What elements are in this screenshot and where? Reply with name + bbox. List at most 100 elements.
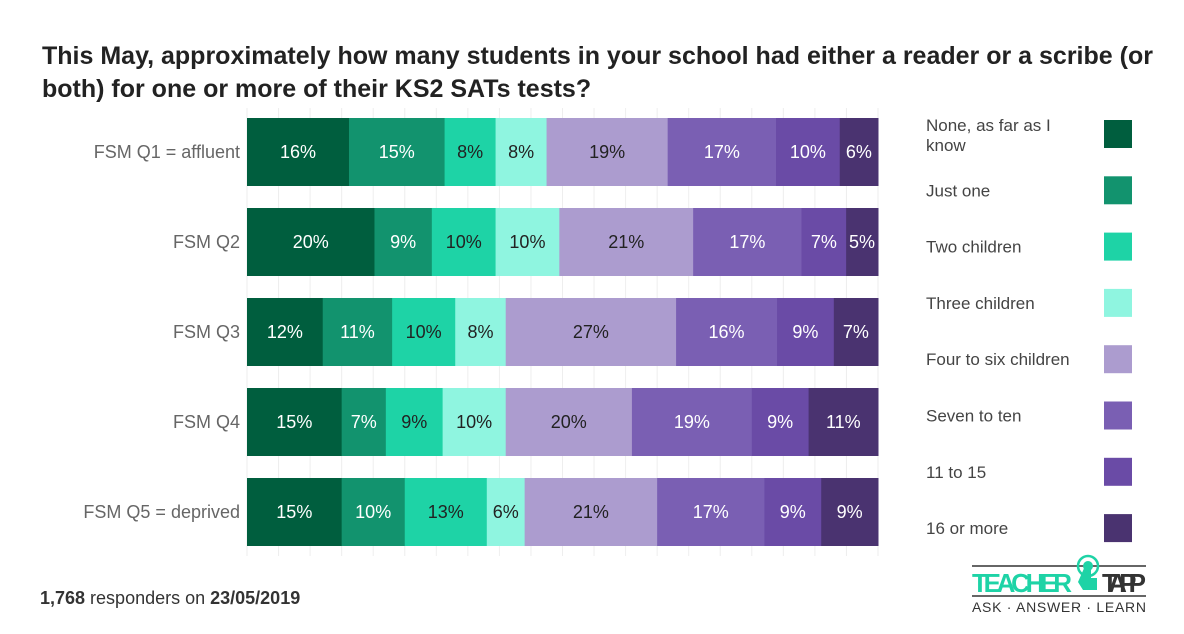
data-label: 15% — [276, 412, 312, 432]
legend-label: 11 to 15 — [926, 463, 986, 482]
data-label: 21% — [573, 502, 609, 522]
bar-segment — [524, 478, 658, 546]
responder-count: 1,768 — [40, 588, 86, 608]
legend-label: Two children — [926, 238, 1021, 257]
data-label: 8% — [508, 142, 534, 162]
teacher-tapp-logo: TEACHER TAPP ASK · ANSWER · LEARN — [972, 554, 1146, 614]
data-label: 12% — [267, 322, 303, 342]
bar-segment — [676, 298, 778, 366]
data-label: 7% — [843, 322, 869, 342]
bar-segment — [341, 478, 406, 546]
bar-segment — [247, 118, 350, 186]
legend-label: Three children — [926, 294, 1035, 313]
data-label: 10% — [355, 502, 391, 522]
data-label: 10% — [406, 322, 442, 342]
bar-segment — [839, 118, 879, 186]
bar-segment — [776, 118, 841, 186]
bar-segment — [559, 208, 694, 276]
legend-swatch — [1104, 176, 1132, 205]
legend-swatch — [1104, 401, 1132, 430]
data-label: 7% — [351, 412, 377, 432]
responder-text: responders on — [85, 588, 211, 608]
data-label: 17% — [704, 142, 740, 162]
bar-segment — [505, 298, 677, 366]
data-label: 11% — [340, 322, 375, 342]
chart-title: This May, approximately how many student… — [42, 42, 1153, 103]
bar-segment — [444, 118, 497, 186]
category-label: FSM Q5 = deprived — [83, 502, 240, 522]
bar-segment — [486, 478, 526, 546]
data-label: 16% — [709, 322, 745, 342]
bar-segment — [808, 388, 879, 456]
bar-segment — [455, 298, 507, 366]
bar-segment — [385, 388, 444, 456]
bar-segment — [546, 118, 669, 186]
legend-label: Four to six children — [926, 350, 1070, 369]
bar-segment — [846, 208, 879, 276]
data-label: 13% — [428, 502, 464, 522]
legend-label: Just one — [926, 181, 990, 200]
data-label: 21% — [608, 232, 644, 252]
bar-segment — [801, 208, 847, 276]
data-label: 19% — [589, 142, 625, 162]
category-label: FSM Q1 = affluent — [94, 142, 240, 162]
data-label: 8% — [457, 142, 483, 162]
data-label: 16% — [280, 142, 316, 162]
data-label: 15% — [276, 502, 312, 522]
category-label: FSM Q2 — [173, 232, 240, 252]
legend-label: 16 or more — [926, 519, 1008, 538]
bar-segment — [322, 298, 393, 366]
data-label: 27% — [573, 322, 609, 342]
data-label: 8% — [467, 322, 493, 342]
data-label: 17% — [729, 232, 765, 252]
data-label: 10% — [790, 142, 826, 162]
bar-segment — [348, 118, 446, 186]
bar-segment — [247, 208, 375, 276]
legend-swatch — [1104, 457, 1132, 486]
data-label: 10% — [456, 412, 492, 432]
bar-segment — [247, 388, 343, 456]
bar-segment — [392, 298, 456, 366]
bar-segment — [495, 208, 560, 276]
data-label: 9% — [390, 232, 416, 252]
bar-segment — [631, 388, 753, 456]
bar-segment — [764, 478, 822, 546]
data-label: 9% — [792, 322, 818, 342]
bar-segment — [505, 388, 633, 456]
data-label: 11% — [826, 412, 861, 432]
bar-segment — [247, 478, 343, 546]
bar-segment — [693, 208, 803, 276]
legend-swatch — [1104, 232, 1132, 261]
data-label: 9% — [837, 502, 863, 522]
bar-segment — [657, 478, 765, 546]
logo-tagline: ASK · ANSWER · LEARN — [972, 599, 1146, 614]
bar-segment — [247, 298, 324, 366]
data-label: 15% — [379, 142, 415, 162]
bar-segment — [777, 298, 835, 366]
legend-swatch — [1104, 345, 1132, 374]
bar-segment — [404, 478, 488, 546]
legend-swatch — [1104, 288, 1132, 317]
data-label: 7% — [811, 232, 837, 252]
bar-segment — [821, 478, 879, 546]
data-label: 5% — [849, 232, 875, 252]
data-label: 17% — [693, 502, 729, 522]
data-label: 10% — [509, 232, 545, 252]
legend-label: Seven to ten — [926, 407, 1021, 426]
bar-segment — [374, 208, 433, 276]
data-label: 9% — [767, 412, 793, 432]
tap-hand-icon — [1076, 554, 1100, 590]
bar-segment — [751, 388, 810, 456]
bar-segment — [495, 118, 548, 186]
bar-segment — [667, 118, 777, 186]
logo-teacher: TEACHER — [972, 568, 1072, 598]
legend-swatch — [1104, 120, 1132, 148]
responder-footer: 1,768 responders on 23/05/2019 — [40, 588, 300, 609]
data-label: 20% — [551, 412, 587, 432]
bar-segment — [442, 388, 507, 456]
data-label: 10% — [446, 232, 482, 252]
category-label: FSM Q4 — [173, 412, 240, 432]
data-label: 20% — [293, 232, 329, 252]
